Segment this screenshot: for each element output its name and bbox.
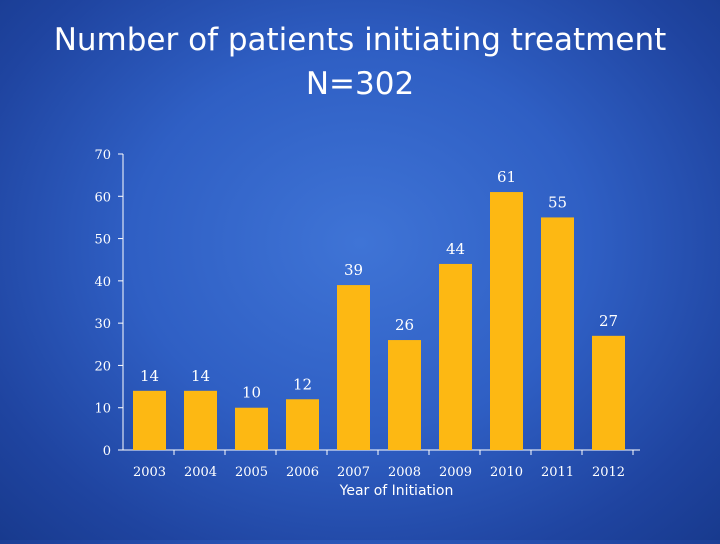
bar (133, 390, 166, 450)
x-tick-label: 2012 (592, 465, 625, 480)
data-label: 27 (599, 312, 618, 330)
x-axis-title: Year of Initiation (339, 483, 454, 499)
bar (541, 217, 574, 450)
chart-title: Number of patients initiating treatment … (0, 18, 720, 106)
x-tick-label: 2008 (388, 465, 421, 480)
bar (184, 390, 217, 450)
x-tick-label: 2010 (490, 465, 523, 480)
bar (235, 407, 268, 450)
data-label: 10 (242, 384, 261, 402)
x-tick-label: 2009 (439, 465, 472, 480)
data-label: 44 (446, 240, 465, 258)
data-label: 12 (293, 375, 312, 393)
bar (490, 192, 523, 451)
y-tick-label: 50 (94, 233, 111, 248)
y-tick-label: 30 (94, 317, 111, 332)
y-tick-label: 40 (94, 275, 111, 290)
x-tick-label: 2011 (541, 465, 574, 480)
bar (286, 399, 319, 450)
x-tick-label: 2005 (235, 465, 268, 480)
data-label: 61 (497, 168, 516, 186)
data-label: 55 (548, 193, 567, 211)
title-line-1: Number of patients initiating treatment (53, 22, 667, 58)
x-tick-label: 2007 (337, 465, 370, 480)
y-tick-label: 10 (94, 402, 111, 417)
x-tick-label: 2004 (184, 465, 217, 480)
title-line-2: N=302 (305, 66, 415, 102)
y-tick-label: 70 (94, 148, 111, 163)
x-tick-label: 2003 (133, 465, 166, 480)
x-tick-label: 2006 (286, 465, 319, 480)
bar (439, 263, 472, 450)
y-tick-label: 0 (103, 444, 111, 459)
bar (592, 335, 625, 450)
data-label: 14 (191, 367, 210, 385)
y-tick-label: 60 (94, 190, 111, 205)
bar (337, 285, 370, 450)
data-label: 39 (344, 261, 363, 279)
data-label: 14 (140, 367, 159, 385)
y-tick-label: 20 (94, 359, 111, 374)
data-label: 26 (395, 316, 414, 334)
bar (388, 340, 421, 450)
